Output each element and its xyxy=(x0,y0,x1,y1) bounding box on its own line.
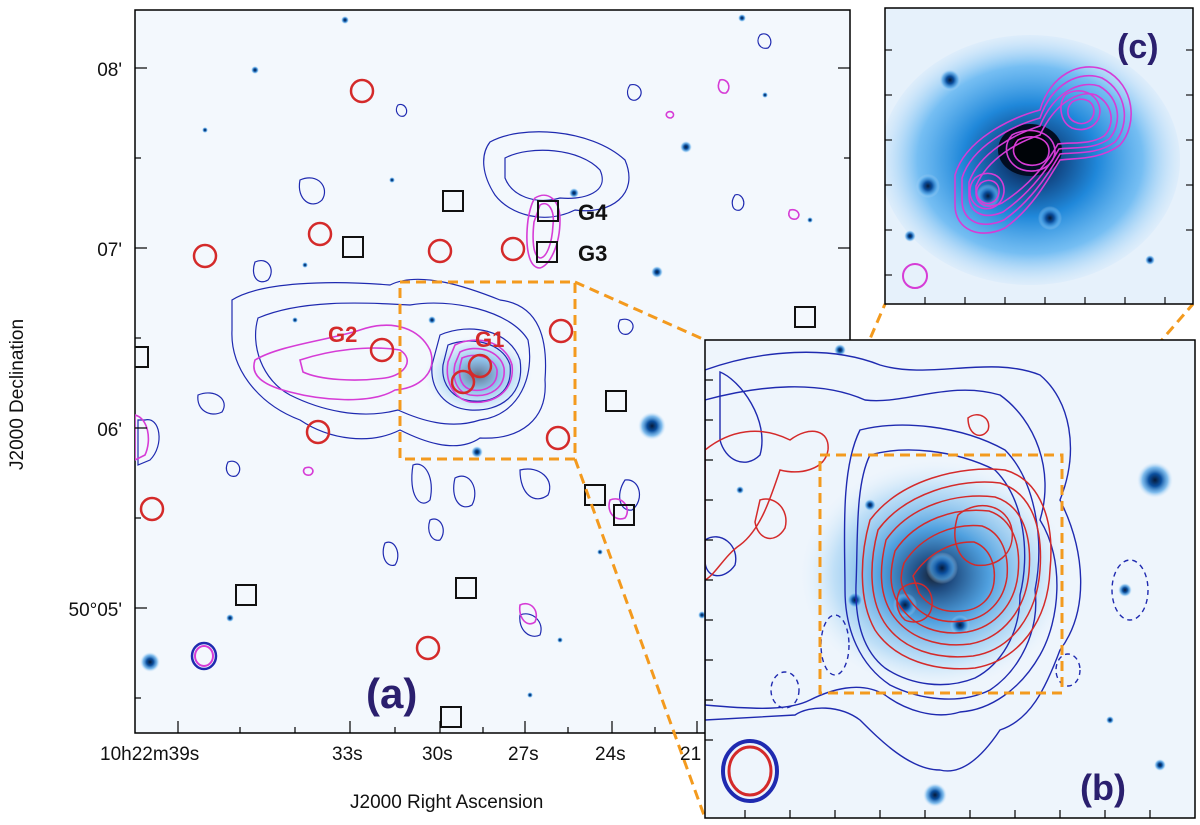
star xyxy=(428,316,436,324)
panel-b-red-contours xyxy=(705,414,1052,670)
x-axis-label: J2000 Right Ascension xyxy=(350,792,543,813)
star xyxy=(202,127,208,133)
star xyxy=(807,217,813,223)
star xyxy=(847,592,863,608)
star xyxy=(1038,206,1062,230)
star xyxy=(950,615,970,635)
panel-a-stars xyxy=(140,14,813,698)
x-tick-labels: 10h22m39s 33s 30s 27s 24s 21 xyxy=(100,744,701,765)
label-g1: G1 xyxy=(475,327,504,352)
square-marker xyxy=(442,190,464,212)
square-marker xyxy=(235,584,257,606)
red-circle-marker xyxy=(548,318,574,344)
panel-c-magenta-contours xyxy=(954,66,1132,234)
red-circle-marker xyxy=(349,78,375,104)
label-g3: G3 xyxy=(578,241,607,266)
panel-c-beam xyxy=(902,263,928,289)
panel-b-beam xyxy=(721,739,779,803)
y-tick-label: 50°05' xyxy=(69,600,123,621)
red-circle-marker xyxy=(500,236,526,262)
panel-a-red-circles xyxy=(139,78,574,661)
star xyxy=(926,552,958,584)
x-tick-label: 30s xyxy=(422,744,453,765)
panel-a-beam xyxy=(190,641,218,671)
label-g2: G2 xyxy=(328,322,357,347)
red-circle-marker xyxy=(139,496,165,522)
y-tick-label: 07' xyxy=(97,240,122,261)
panel-b-blue-contours xyxy=(705,351,1082,772)
star xyxy=(698,611,706,619)
star xyxy=(939,69,961,91)
square-marker xyxy=(605,390,627,412)
star xyxy=(569,188,579,198)
y-tick-label: 08' xyxy=(97,60,122,81)
panel-label-b: (b) xyxy=(1080,767,1126,808)
panel-b-zoom-box xyxy=(818,453,1064,695)
star xyxy=(251,66,259,74)
red-circle-marker xyxy=(415,635,441,661)
star xyxy=(292,317,298,323)
square-marker xyxy=(455,577,477,599)
red-circle-marker xyxy=(305,419,331,445)
red-circle-marker xyxy=(369,337,395,363)
star xyxy=(680,141,692,153)
panel-a-zoom-box xyxy=(398,280,577,461)
star xyxy=(597,549,603,555)
star xyxy=(302,262,308,268)
red-circle-marker xyxy=(467,353,493,379)
panel-b xyxy=(704,339,1196,819)
star xyxy=(762,92,768,98)
star xyxy=(527,692,533,698)
square-marker xyxy=(537,200,559,222)
square-marker xyxy=(794,306,816,328)
star xyxy=(923,783,947,807)
star xyxy=(557,637,563,643)
x-tick-label: 10h22m39s xyxy=(100,744,199,765)
star xyxy=(1145,255,1155,265)
red-circle-marker xyxy=(192,243,218,269)
x-tick-label: 21 xyxy=(680,744,701,765)
star xyxy=(471,446,483,458)
panel-label-c: (c) xyxy=(1117,28,1159,66)
x-tick-label: 27s xyxy=(508,744,539,765)
red-circle-marker xyxy=(307,221,333,247)
panel-c xyxy=(884,7,1194,305)
y-tick-label: 06' xyxy=(97,420,122,441)
red-circle-marker xyxy=(545,425,571,451)
panel-a-black-squares xyxy=(135,190,816,728)
red-circle-marker xyxy=(450,369,476,395)
star xyxy=(1106,716,1114,724)
star xyxy=(638,412,666,440)
panel-b-blue-dashed-contours xyxy=(770,559,1149,709)
y-tick-labels: 08' 07' 06' 50°05' xyxy=(69,60,123,621)
star xyxy=(226,614,234,622)
square-marker xyxy=(536,241,558,263)
red-circle-marker xyxy=(427,238,453,264)
star xyxy=(651,266,663,278)
x-tick-label: 24s xyxy=(595,744,626,765)
star xyxy=(904,230,916,242)
star xyxy=(916,174,940,198)
star xyxy=(1118,583,1132,597)
square-marker xyxy=(342,236,364,258)
square-marker xyxy=(613,504,635,526)
star xyxy=(1154,759,1166,771)
y-axis-label: J2000 Declination xyxy=(7,319,28,470)
panel-a-ticks xyxy=(135,67,850,733)
star xyxy=(864,499,876,511)
star xyxy=(389,177,395,183)
star xyxy=(1137,462,1173,498)
star xyxy=(341,16,349,24)
square-marker xyxy=(584,484,606,506)
square-marker xyxy=(135,346,149,368)
star xyxy=(736,486,744,494)
star xyxy=(140,652,160,672)
label-g4: G4 xyxy=(578,200,608,225)
square-marker xyxy=(440,706,462,728)
star xyxy=(834,344,846,356)
star xyxy=(738,14,746,22)
panel-label-a: (a) xyxy=(366,670,417,717)
x-tick-label: 33s xyxy=(332,744,363,765)
